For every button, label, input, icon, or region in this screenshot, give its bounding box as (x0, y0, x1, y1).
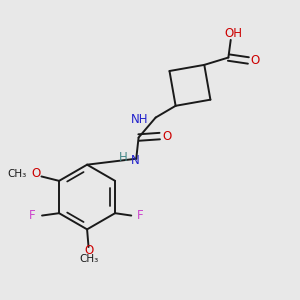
Text: O: O (162, 130, 171, 142)
Text: OH: OH (225, 27, 243, 40)
Text: F: F (29, 209, 36, 222)
Text: F: F (137, 209, 144, 222)
Text: O: O (84, 244, 93, 257)
Text: O: O (32, 167, 41, 180)
Text: N: N (131, 154, 140, 167)
Text: NH: NH (131, 112, 148, 125)
Text: CH₃: CH₃ (7, 169, 26, 178)
Text: O: O (250, 54, 260, 67)
Text: CH₃: CH₃ (79, 254, 98, 264)
Text: H: H (119, 151, 128, 164)
